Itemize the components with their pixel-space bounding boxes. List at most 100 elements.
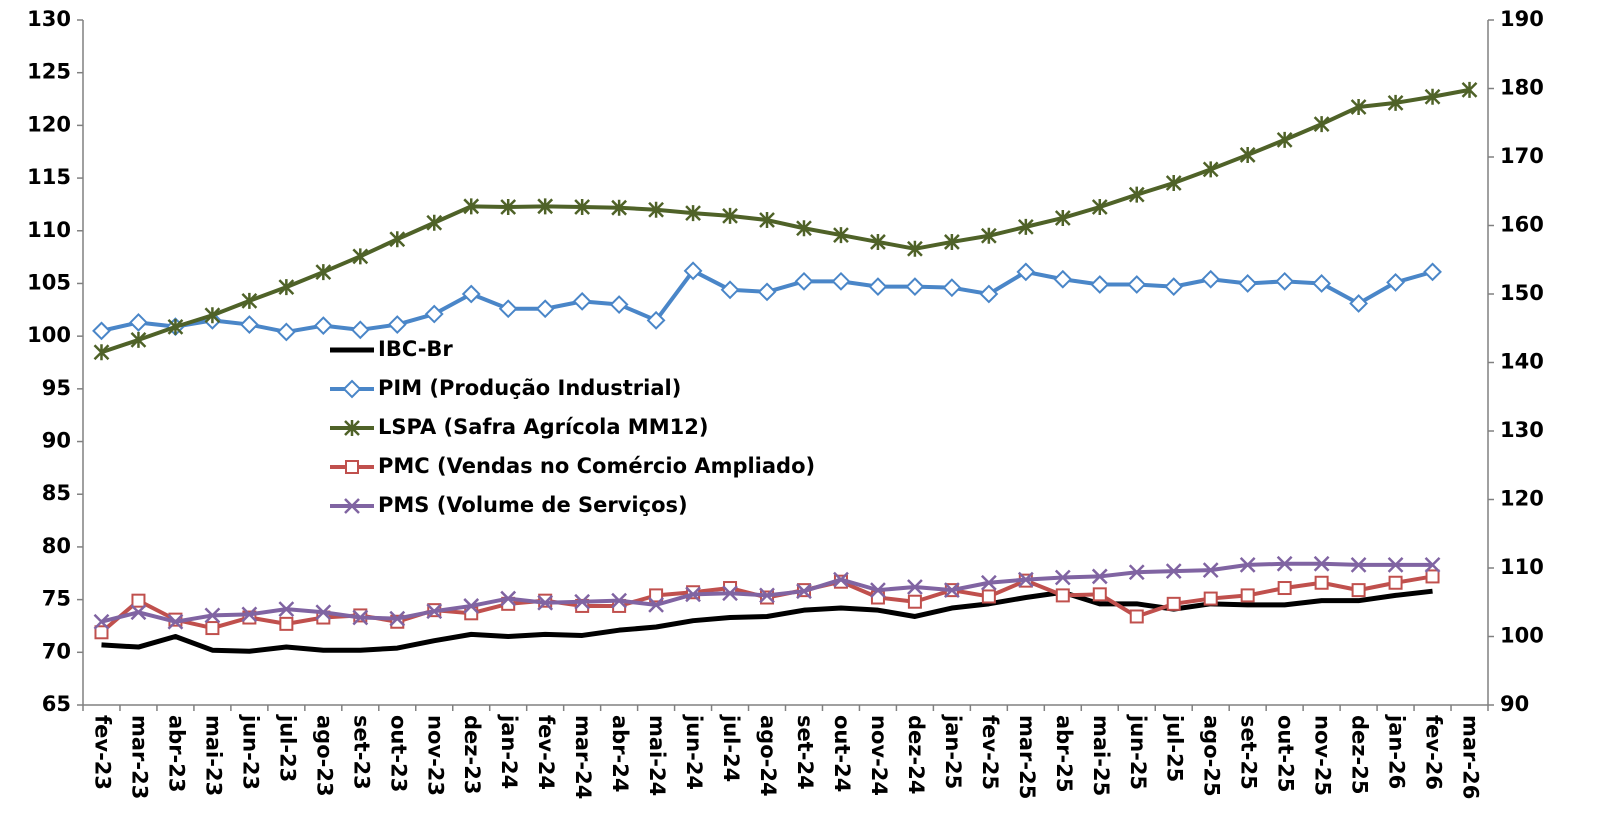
data-point: [980, 227, 997, 244]
data-point: [1054, 209, 1071, 226]
data-point: [611, 199, 628, 216]
data-point: [1202, 562, 1219, 578]
data-point: [1350, 556, 1367, 573]
data-point: [389, 610, 406, 627]
y-tick-label: 125: [27, 60, 71, 84]
data-point: [1275, 271, 1295, 291]
data-point: [942, 278, 962, 298]
data-point: [241, 606, 258, 623]
x-tick-label: jun-25: [1126, 714, 1150, 790]
y2-tick-label: 150: [1500, 281, 1544, 305]
data-point: [1166, 596, 1181, 611]
data-point: [278, 601, 295, 617]
data-point: [1203, 591, 1218, 606]
data-point: [389, 231, 406, 248]
data-point: [1387, 556, 1404, 573]
data-point: [722, 585, 738, 602]
data-point: [1202, 161, 1219, 178]
data-point: [1054, 569, 1071, 586]
data-point: [1127, 275, 1147, 294]
data-point: [1276, 555, 1293, 572]
x-tick-label: ago-25: [1200, 715, 1224, 797]
data-point: [167, 318, 184, 335]
data-point: [979, 284, 999, 304]
y-tick-label: 95: [42, 376, 71, 400]
data-point: [831, 271, 851, 291]
data-point: [1164, 277, 1184, 297]
data-point: [92, 321, 111, 341]
x-tick-label: ago-24: [756, 715, 780, 797]
data-point: [426, 214, 443, 231]
data-point: [500, 590, 517, 607]
y-tick-label: 70: [42, 639, 71, 663]
data-point: [1239, 146, 1256, 163]
data-point: [1128, 564, 1145, 581]
y-tick-label: 75: [42, 587, 71, 611]
data-point: [870, 582, 886, 599]
x-tick-label: fev-26: [1422, 715, 1446, 790]
x-tick-label: abr-25: [1052, 715, 1076, 793]
data-point: [905, 277, 925, 297]
x-tick-label: jan-25: [941, 714, 965, 789]
data-point: [833, 571, 849, 588]
data-point: [796, 583, 812, 600]
data-point: [646, 310, 666, 330]
data-point: [315, 264, 332, 281]
data-point: [720, 280, 740, 300]
data-point: [463, 598, 480, 614]
x-tick-label: jun-24: [682, 714, 706, 790]
y2-tick-label: 170: [1500, 144, 1544, 168]
x-tick-label: dez-25: [1348, 715, 1372, 794]
data-point: [759, 212, 775, 229]
x-tick-label: set-23: [349, 715, 373, 790]
data-point: [1092, 587, 1107, 602]
x-tick-label: nov-25: [1311, 715, 1335, 796]
y-tick-label: 65: [42, 692, 71, 716]
x-tick-label: out-24: [830, 715, 854, 792]
data-point: [94, 625, 109, 640]
data-point: [1349, 294, 1369, 313]
data-point: [907, 579, 923, 595]
y-tick-label: 90: [42, 429, 71, 453]
series-line: [100, 87, 1470, 355]
y2-tick-label: 160: [1500, 213, 1544, 237]
data-point: [757, 282, 777, 302]
data-point: [93, 344, 110, 361]
data-point: [1165, 563, 1182, 580]
data-point: [796, 220, 812, 237]
data-point: [794, 271, 814, 291]
data-point: [1017, 571, 1034, 588]
data-point: [1424, 88, 1441, 105]
data-point: [1424, 556, 1441, 573]
data-point: [868, 277, 888, 297]
data-point: [463, 198, 480, 215]
data-point: [1091, 199, 1108, 216]
legend-marker: [342, 379, 362, 399]
data-point: [683, 261, 703, 281]
data-point: [352, 609, 369, 626]
data-point: [130, 604, 147, 621]
data-point: [315, 604, 332, 621]
data-point: [1238, 274, 1258, 293]
x-tick-label: jan-24: [497, 714, 521, 789]
y2-tick-label: 100: [1500, 624, 1544, 648]
data-point: [1350, 98, 1367, 115]
legend-label: PIM (Produção Industrial): [378, 376, 681, 400]
y2-tick-label: 120: [1500, 487, 1544, 511]
data-point: [1313, 555, 1330, 572]
data-point: [350, 320, 370, 340]
data-point: [907, 594, 922, 609]
data-point: [535, 299, 555, 319]
y-tick-label: 85: [42, 481, 71, 505]
data-point: [648, 597, 664, 613]
x-tick-label: jul-25: [1163, 714, 1187, 782]
data-point: [1388, 575, 1403, 590]
x-tick-label: jun-23: [238, 714, 262, 790]
y-tick-label: 100: [27, 323, 71, 347]
data-point: [204, 307, 221, 324]
data-point: [1461, 81, 1478, 98]
legend-label: IBC-Br: [378, 337, 453, 361]
data-point: [574, 199, 591, 216]
data-point: [1386, 272, 1405, 292]
